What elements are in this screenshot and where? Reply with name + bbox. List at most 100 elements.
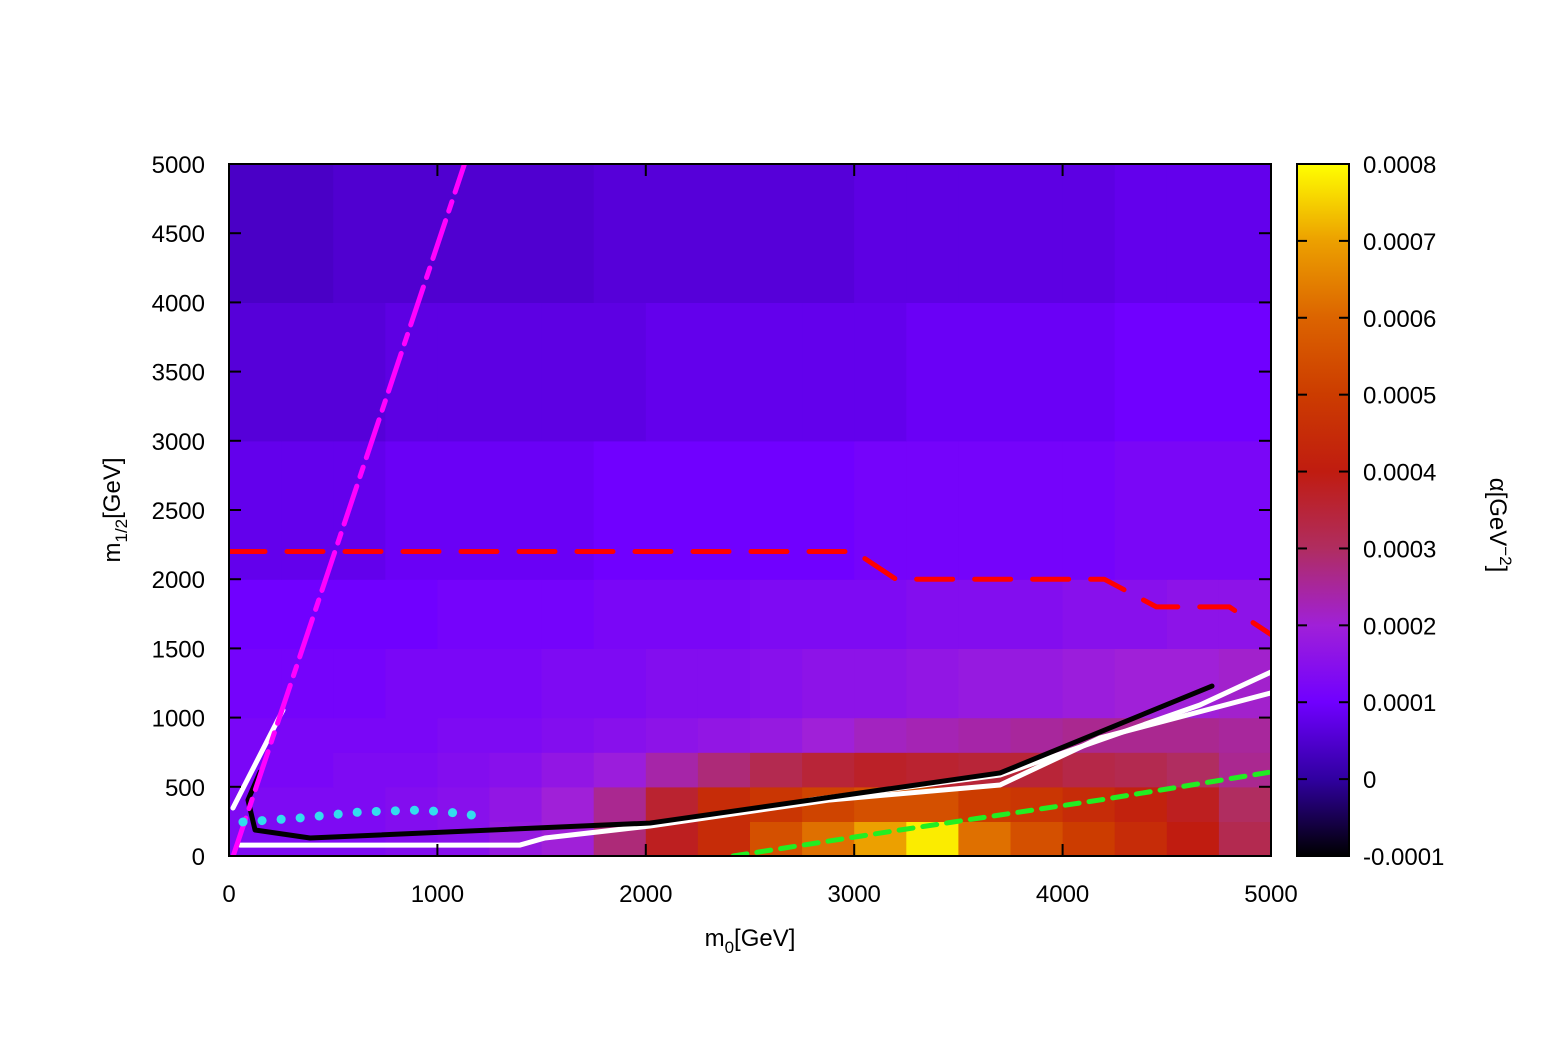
heatmap-cell bbox=[593, 440, 647, 580]
curves bbox=[229, 164, 1271, 856]
colorbar-tick-label: 0 bbox=[1363, 767, 1376, 794]
heatmap-cell bbox=[437, 440, 491, 580]
contour-line bbox=[230, 707, 286, 811]
heatmap-cell bbox=[1166, 717, 1220, 753]
heatmap-cell bbox=[802, 752, 855, 788]
heatmap-cell bbox=[541, 302, 595, 442]
heatmap-cell bbox=[333, 717, 386, 753]
y-tick-label: 2500 bbox=[152, 498, 205, 525]
heatmap-cell bbox=[802, 440, 855, 580]
heatmap-cell bbox=[854, 717, 907, 753]
colorbar-tick-label: 0.0004 bbox=[1363, 460, 1436, 487]
heatmap-cell bbox=[854, 164, 907, 303]
heatmap-cell bbox=[750, 164, 803, 303]
heatmap-cell bbox=[593, 164, 647, 303]
heatmap-cell bbox=[1062, 648, 1116, 719]
heatmap-cell bbox=[802, 164, 855, 303]
heatmap-cell bbox=[541, 440, 595, 580]
heatmap-cell bbox=[1010, 717, 1064, 753]
heatmap-cell bbox=[854, 302, 907, 442]
x-axis-label: m0[GeV] bbox=[705, 925, 796, 957]
heatmap-cell bbox=[437, 164, 491, 303]
heatmap-cell bbox=[385, 786, 438, 822]
heatmap-cell bbox=[697, 752, 751, 788]
heatmap-cell bbox=[958, 579, 1012, 649]
colorbar-label-main: α[GeV bbox=[1484, 478, 1511, 547]
heatmap-cell bbox=[645, 717, 699, 753]
heatmap-cell bbox=[1218, 821, 1272, 857]
heatmap-cell bbox=[906, 164, 959, 303]
heatmap-cell bbox=[593, 579, 647, 649]
heatmap-cell bbox=[1218, 717, 1272, 753]
heatmap-cell bbox=[958, 440, 1012, 580]
y-tick-label: 4000 bbox=[152, 290, 205, 317]
heatmap-cell bbox=[333, 648, 386, 719]
heatmap-cell bbox=[1062, 440, 1116, 580]
y-tick-label: 0 bbox=[192, 844, 205, 871]
heatmap-cell bbox=[437, 717, 491, 753]
heatmap-cell bbox=[750, 440, 803, 580]
heatmap-cell bbox=[750, 302, 803, 442]
y-tick-label: 5000 bbox=[152, 152, 205, 179]
heatmap-cell bbox=[333, 440, 386, 580]
heatmap-cell bbox=[1114, 440, 1168, 580]
heatmap-cell bbox=[697, 579, 751, 649]
heatmap-cell bbox=[697, 440, 751, 580]
heatmap-cell bbox=[750, 648, 803, 719]
heatmap-cell bbox=[489, 786, 543, 822]
y-label-sub: 1/2 bbox=[112, 519, 131, 543]
heatmap-cell bbox=[802, 648, 855, 719]
y-tick-label: 1500 bbox=[152, 636, 205, 663]
heatmap-cell bbox=[333, 164, 386, 303]
heatmap-cell bbox=[697, 821, 751, 857]
heatmap-cell bbox=[645, 302, 699, 442]
heatmap-cell bbox=[697, 164, 751, 303]
contour-line bbox=[238, 805, 490, 829]
heatmap-cell bbox=[854, 440, 907, 580]
heatmap-cell bbox=[593, 648, 647, 719]
colorbar-tick-label: 0.0005 bbox=[1363, 383, 1436, 410]
heatmap-cell bbox=[541, 164, 595, 303]
y-axis-label: m1/2[GeV] bbox=[99, 458, 131, 563]
heatmap-cell bbox=[333, 579, 386, 649]
heatmap-cell bbox=[1062, 164, 1116, 303]
heatmap-cell bbox=[854, 821, 907, 857]
colorbar-tick-label: 0.0007 bbox=[1363, 229, 1436, 256]
heatmap-cell bbox=[645, 648, 699, 719]
colorbar-tick-label: 0.0006 bbox=[1363, 306, 1436, 333]
heatmap-cell bbox=[854, 579, 907, 649]
x-tick-label: 2000 bbox=[619, 881, 672, 908]
heatmap-cell bbox=[1062, 752, 1116, 788]
heatmap-cell bbox=[802, 717, 855, 753]
colorbar bbox=[1296, 163, 1350, 857]
x-label-main: m bbox=[705, 925, 725, 952]
colorbar-tick-label: 0.0002 bbox=[1363, 613, 1436, 640]
heatmap-cell bbox=[437, 786, 491, 822]
heatmap-cell bbox=[489, 440, 543, 580]
heatmap-cell bbox=[489, 648, 543, 719]
x-tick-label: 4000 bbox=[1036, 881, 1089, 908]
heatmap-cell bbox=[958, 717, 1012, 753]
y-tick-label: 4500 bbox=[152, 221, 205, 248]
heatmap-cell bbox=[333, 752, 386, 788]
heatmap-cell bbox=[385, 440, 438, 580]
heatmap-cell bbox=[1010, 302, 1064, 442]
heatmap-cell bbox=[906, 717, 959, 753]
y-tick-label: 500 bbox=[165, 775, 205, 802]
heatmap-cell bbox=[281, 786, 334, 822]
heatmap-cell bbox=[281, 752, 334, 788]
heatmap-cell bbox=[385, 579, 438, 649]
heatmap-cell bbox=[854, 648, 907, 719]
heatmap-cell bbox=[906, 302, 959, 442]
heatmap-cell bbox=[1114, 821, 1168, 857]
heatmap-cell bbox=[489, 717, 543, 753]
heatmap-cell bbox=[1010, 579, 1064, 649]
heatmap-cell bbox=[645, 164, 699, 303]
y-tick-label: 3000 bbox=[152, 429, 205, 456]
heatmap-cell bbox=[489, 164, 543, 303]
heatmap-cell bbox=[906, 648, 959, 719]
heatmap-cell bbox=[489, 752, 543, 788]
heatmap-cell bbox=[1166, 821, 1220, 857]
heatmap-cell bbox=[1114, 302, 1168, 442]
heatmap-cell bbox=[489, 579, 543, 649]
